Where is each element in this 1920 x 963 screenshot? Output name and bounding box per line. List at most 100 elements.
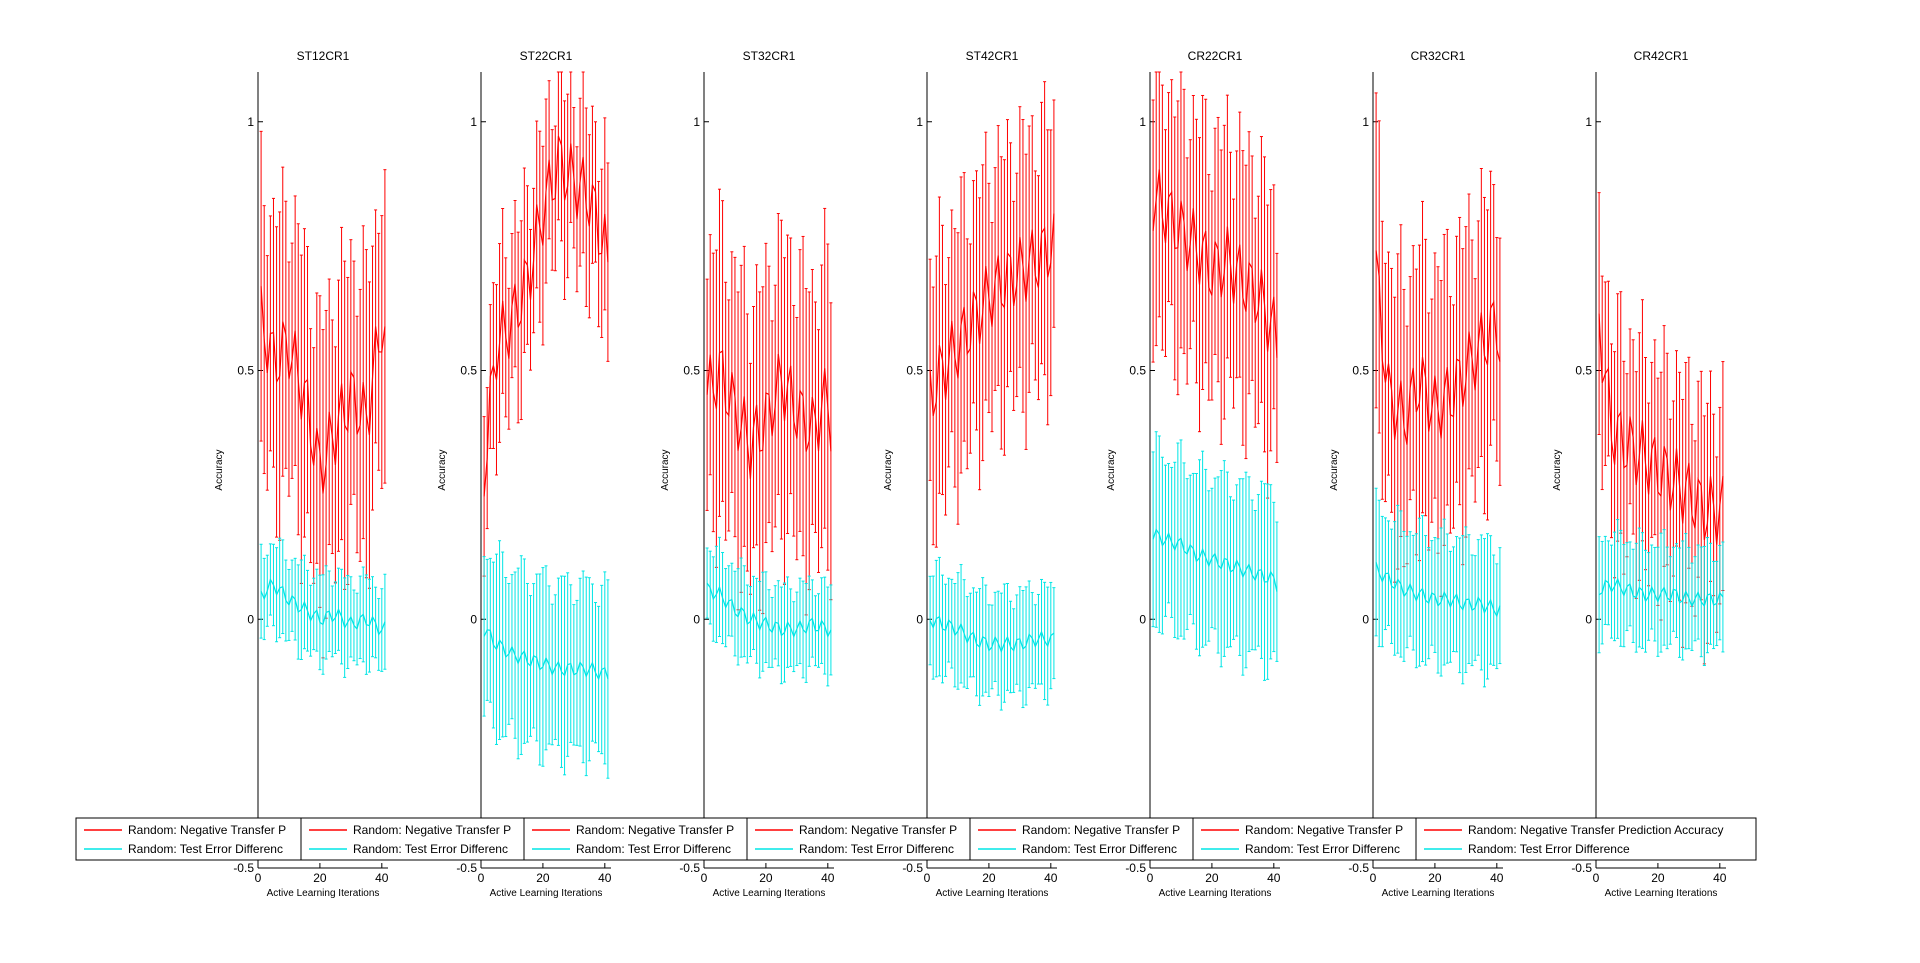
y-tick-label: -0.5 (1125, 861, 1146, 875)
y-axis-label: Accuracy (214, 449, 225, 490)
x-axis-label: Active Learning Iterations (1159, 888, 1272, 899)
y-tick-label: 0.5 (683, 364, 700, 378)
legend-entry: Random: Negative Transfer P (353, 823, 511, 837)
x-axis-label: Active Learning Iterations (1605, 888, 1718, 899)
series-line (1152, 528, 1278, 592)
x-tick-label: 20 (1205, 871, 1219, 885)
chart-title: CR32CR1 (1411, 49, 1466, 63)
chart-title: ST32CR1 (743, 49, 796, 63)
x-tick-label: 0 (701, 871, 708, 885)
x-tick-label: 20 (759, 871, 773, 885)
series-line (706, 349, 832, 479)
x-tick-label: 0 (924, 871, 931, 885)
y-axis-label: Accuracy (1106, 449, 1117, 490)
x-tick-label: 20 (1428, 871, 1442, 885)
legend-box (523, 817, 750, 861)
y-axis-label: Accuracy (660, 449, 671, 490)
chart-title: CR42CR1 (1634, 49, 1689, 63)
x-tick-label: 40 (375, 871, 389, 885)
series-line (1375, 561, 1501, 618)
x-tick-label: 40 (1267, 871, 1281, 885)
x-tick-label: 0 (255, 871, 262, 885)
x-tick-label: 20 (536, 871, 550, 885)
y-tick-label: 0.5 (906, 364, 923, 378)
y-tick-label: 1 (916, 115, 923, 129)
chart-title: ST12CR1 (297, 49, 350, 63)
y-tick-label: 0 (1139, 612, 1146, 626)
x-tick-label: 20 (982, 871, 996, 885)
legend-box (746, 817, 973, 861)
legend-box (300, 817, 527, 861)
series-line (260, 286, 386, 494)
x-axis-label: Active Learning Iterations (267, 888, 380, 899)
legend-entry: Random: Negative Transfer P (128, 823, 286, 837)
x-tick-label: 0 (478, 871, 485, 885)
series-line (706, 582, 832, 639)
y-tick-label: 0.5 (1575, 364, 1592, 378)
y-tick-label: 1 (470, 115, 477, 129)
x-tick-label: 40 (1713, 871, 1727, 885)
x-tick-label: 40 (598, 871, 612, 885)
series-line (1152, 169, 1278, 358)
chart-title: ST42CR1 (966, 49, 1019, 63)
series-line (929, 213, 1055, 417)
y-axis-label: Accuracy (883, 449, 894, 490)
x-tick-label: 40 (1490, 871, 1504, 885)
legend-entry: Random: Negative Transfer Prediction Acc… (1468, 823, 1723, 837)
series-line (483, 629, 609, 681)
legend-box (75, 817, 302, 861)
y-tick-label: 0.5 (460, 364, 477, 378)
y-tick-label: 1 (1585, 115, 1592, 129)
y-tick-label: -0.5 (233, 861, 254, 875)
y-axis-label: Accuracy (437, 449, 448, 490)
x-tick-label: 0 (1593, 871, 1600, 885)
x-axis-label: Active Learning Iterations (713, 888, 826, 899)
y-tick-label: 0.5 (237, 364, 254, 378)
legend-entry: Random: Test Error Differenc (353, 842, 508, 856)
y-tick-label: -0.5 (902, 861, 923, 875)
chart-title: ST22CR1 (520, 49, 573, 63)
series-line (260, 577, 386, 636)
y-tick-label: 1 (247, 115, 254, 129)
y-axis-label: Accuracy (1552, 449, 1563, 490)
x-tick-label: 40 (1044, 871, 1058, 885)
legend-entry: Random: Test Error Differenc (799, 842, 954, 856)
y-axis-label: Accuracy (1329, 449, 1340, 490)
x-tick-label: 40 (821, 871, 835, 885)
legend-box (969, 817, 1196, 861)
legend-entry: Random: Negative Transfer P (576, 823, 734, 837)
y-tick-label: -0.5 (679, 861, 700, 875)
legend-entry: Random: Test Error Differenc (1245, 842, 1400, 856)
y-tick-label: 0 (693, 612, 700, 626)
x-axis-label: Active Learning Iterations (490, 888, 603, 899)
chart-title: CR22CR1 (1188, 49, 1243, 63)
y-tick-label: 0 (247, 612, 254, 626)
x-tick-label: 20 (313, 871, 327, 885)
legend-entry: Random: Negative Transfer P (1245, 823, 1403, 837)
legend-entry: Random: Test Error Differenc (128, 842, 283, 856)
legend-entry: Random: Test Error Differenc (576, 842, 731, 856)
y-tick-label: 1 (1139, 115, 1146, 129)
series-line (1598, 577, 1724, 609)
y-tick-label: 0 (470, 612, 477, 626)
y-tick-label: 0.5 (1352, 364, 1369, 378)
x-axis-label: Active Learning Iterations (936, 888, 1049, 899)
y-tick-label: 0 (916, 612, 923, 626)
y-tick-label: -0.5 (456, 861, 477, 875)
x-tick-label: 20 (1651, 871, 1665, 885)
y-tick-label: 1 (1362, 115, 1369, 129)
series-line (1598, 313, 1724, 545)
legend-entry: Random: Test Error Difference (1468, 842, 1630, 856)
series-line (1375, 250, 1501, 446)
legend-entry: Random: Negative Transfer P (1022, 823, 1180, 837)
y-tick-label: -0.5 (1571, 861, 1592, 875)
legend-entry: Random: Test Error Differenc (1022, 842, 1177, 856)
legend-entry: Random: Negative Transfer P (799, 823, 957, 837)
y-tick-label: -0.5 (1348, 861, 1369, 875)
series-line (929, 615, 1055, 654)
x-axis-label: Active Learning Iterations (1382, 888, 1495, 899)
legend-box (1415, 817, 1757, 861)
series-line (483, 135, 609, 497)
y-tick-label: 0.5 (1129, 364, 1146, 378)
